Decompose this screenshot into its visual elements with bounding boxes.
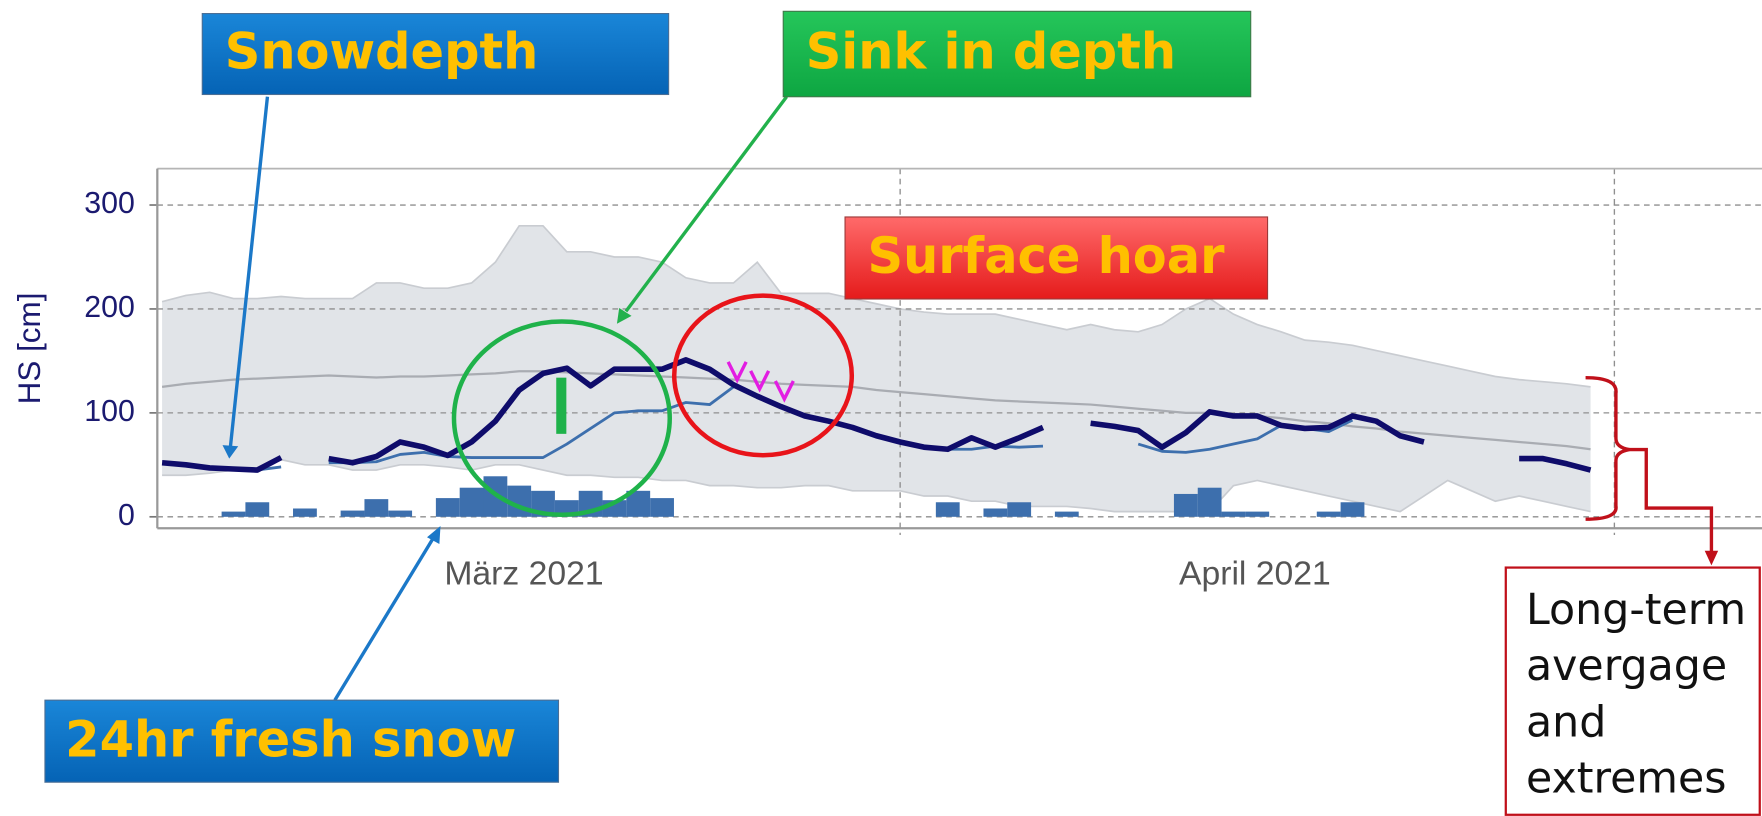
arrow: [228, 96, 270, 448]
fresh-snow-bar: [1340, 502, 1365, 517]
fresh-snow-bar: [1173, 493, 1198, 517]
fresh-snow-bar: [459, 487, 484, 517]
banner-box: [201, 13, 670, 96]
fresh-snow-bar: [626, 490, 651, 517]
sink-bar: [556, 377, 567, 434]
plot-area: 0 100 200 300 März 2021 April 2021 HS [cm]: [12, 167, 1762, 592]
arrow: [624, 95, 788, 313]
fresh-snow-bar: [364, 499, 389, 517]
banner-text: Sink in depth: [806, 23, 1176, 81]
y-tick-label: 100: [84, 395, 135, 428]
fresh-snow-bar: [1316, 511, 1341, 517]
x-tick-label: April 2021: [1179, 554, 1331, 592]
fresh-snow-bar: [983, 508, 1008, 517]
fresh-snow-bar: [650, 498, 674, 517]
note-text: extremes: [1526, 754, 1726, 804]
annotations: Snowdepth Sink in depth Surface hoar 24h…: [44, 10, 1761, 816]
extremes-edge: [162, 458, 1591, 513]
sink-circle: [451, 319, 672, 518]
arrow-head: [1704, 550, 1719, 566]
y-tick-label: 300: [84, 187, 135, 220]
fresh-snow-bar: [340, 510, 365, 517]
y-tick-label: 200: [84, 291, 135, 324]
fresh-snow-bar: [388, 510, 413, 517]
hoar-circle: [671, 293, 855, 458]
arrow: [333, 536, 436, 702]
banner-text: Snowdepth: [225, 23, 539, 81]
y-tick-label: 0: [118, 499, 135, 532]
arrow-head: [427, 525, 441, 544]
fresh-snow-bar: [935, 502, 960, 517]
extremes-band: [162, 225, 1591, 512]
connector: [1629, 447, 1714, 553]
note-text: Long-term: [1526, 585, 1746, 635]
mean-line: [161, 370, 1591, 451]
fresh-snow-bar: [1007, 502, 1032, 517]
note-text: and: [1526, 697, 1606, 747]
y-axis-label: HS [cm]: [12, 293, 47, 405]
banner-box: [44, 699, 560, 783]
fresh-snow-bar: [1054, 511, 1079, 517]
fresh-snow-bar: [435, 498, 460, 517]
banner-text: 24hr fresh snow: [65, 710, 516, 768]
series-line: [161, 357, 1592, 473]
note-text: avergage: [1526, 641, 1727, 691]
x-tick-label: März 2021: [444, 554, 603, 592]
banner-box: [844, 216, 1269, 300]
fresh-snow-bar: [293, 508, 317, 517]
extremes-edge: [161, 224, 1591, 388]
fresh-snow-bar: [1197, 487, 1222, 517]
fresh-snow-bar: [1221, 511, 1246, 517]
arrow-head: [616, 307, 632, 324]
bracket: [1585, 375, 1630, 521]
note-box: [1504, 566, 1761, 816]
fresh-snow-bar: [1245, 511, 1270, 517]
banner-box: [782, 10, 1252, 98]
fresh-snow-bar: [221, 511, 246, 517]
banner-text: Surface hoar: [868, 227, 1226, 285]
series-line: [257, 385, 1354, 472]
fresh-snow-bar: [245, 502, 270, 517]
arrow-head: [222, 445, 239, 459]
hoar-symbols: [726, 361, 795, 403]
